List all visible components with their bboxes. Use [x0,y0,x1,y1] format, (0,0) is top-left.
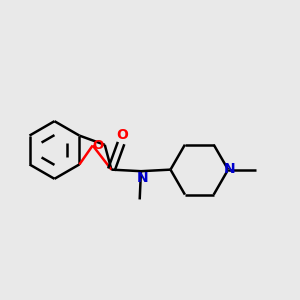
Text: O: O [116,128,128,142]
Text: N: N [224,162,236,176]
Text: N: N [137,171,148,185]
Text: O: O [92,139,104,152]
